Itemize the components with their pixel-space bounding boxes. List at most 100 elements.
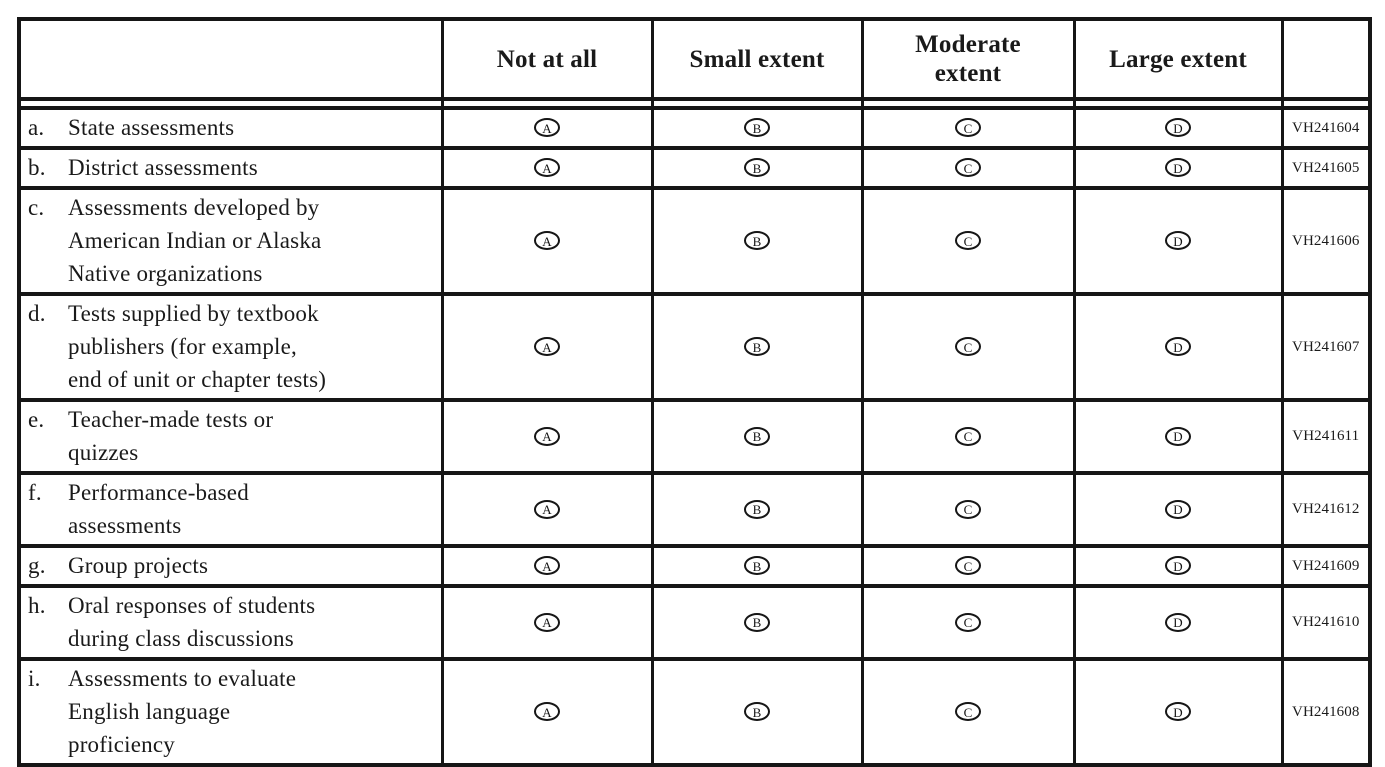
bubble-option-d[interactable]: D [1165,231,1191,251]
row-label: Oral responses of students during class … [68,593,316,651]
option-cell-large-extent: D [1072,657,1284,767]
row-code: VH241604 [1280,106,1372,150]
survey-table: Not at all Small extent Moderate extent … [17,17,1372,767]
table-row-g: g. Group projects A B C D VH241609 [17,544,1372,588]
bubble-option-d[interactable]: D [1165,158,1191,178]
row-label-cell: c. Assessments developed by American Ind… [17,186,444,296]
row-letter: d. [28,301,46,326]
row-label: District assessments [68,155,258,180]
option-cell-moderate-extent: C [860,657,1076,767]
option-cell-large-extent: D [1072,186,1284,296]
row-letter: b. [28,155,46,180]
bubble-option-c[interactable]: C [955,702,981,722]
bubble-option-b[interactable]: B [744,499,770,519]
option-cell-moderate-extent: C [860,584,1076,661]
table-row-i: i. Assessments to evaluate English langu… [17,657,1372,767]
option-cell-not-at-all: A [440,292,654,402]
bubble-option-a[interactable]: A [534,556,560,576]
header-row: Not at all Small extent Moderate extent … [17,17,1372,101]
bubble-option-b[interactable]: B [744,702,770,722]
bubble-option-d[interactable]: D [1165,612,1191,632]
row-label-cell: b. District assessments [17,146,444,190]
bubble-option-a[interactable]: A [534,337,560,357]
row-letter: a. [28,115,45,140]
bubble-option-d[interactable]: D [1165,556,1191,576]
bubble-option-a[interactable]: A [534,702,560,722]
bubble-option-c[interactable]: C [955,337,981,357]
bubble-option-d[interactable]: D [1165,337,1191,357]
option-cell-small-extent: B [650,292,864,402]
bubble-option-b[interactable]: B [744,231,770,251]
bubble-option-a[interactable]: A [534,499,560,519]
bubble-option-b[interactable]: B [744,118,770,138]
bubble-option-c[interactable]: C [955,612,981,632]
option-cell-not-at-all: A [440,657,654,767]
option-cell-small-extent: B [650,584,864,661]
table-row-a: a. State assessments A B C D VH241604 [17,106,1372,150]
row-label-cell: h. Oral responses of students during cla… [17,584,444,661]
row-label: Performance-based assessments [68,480,249,538]
bubble-option-c[interactable]: C [955,118,981,138]
bubble-option-b[interactable]: B [744,337,770,357]
option-cell-not-at-all: A [440,146,654,190]
option-cell-large-extent: D [1072,398,1284,475]
table-row-b: b. District assessments A B C D VH241605 [17,146,1372,190]
column-header-large-extent: Large extent [1072,17,1284,101]
bubble-option-c[interactable]: C [955,426,981,446]
option-cell-large-extent: D [1072,146,1284,190]
row-letter: g. [28,553,46,578]
bubble-option-a[interactable]: A [534,231,560,251]
row-label-cell: d. Tests supplied by textbook publishers… [17,292,444,402]
table-row-f: f. Performance-based assessments A B C D… [17,471,1372,548]
bubble-option-d[interactable]: D [1165,426,1191,446]
row-label-cell: e. Teacher-made tests or quizzes [17,398,444,475]
option-cell-moderate-extent: C [860,186,1076,296]
bubble-option-c[interactable]: C [955,556,981,576]
row-letter: e. [28,407,45,432]
bubble-option-a[interactable]: A [534,118,560,138]
row-label-cell: g. Group projects [17,544,444,588]
column-header-code [1280,17,1372,101]
bubble-option-c[interactable]: C [955,158,981,178]
header-separator-rule [17,98,1372,110]
option-cell-moderate-extent: C [860,544,1076,588]
bubble-option-c[interactable]: C [955,499,981,519]
option-cell-not-at-all: A [440,106,654,150]
option-cell-small-extent: B [650,106,864,150]
bubble-option-b[interactable]: B [744,426,770,446]
bubble-option-a[interactable]: A [534,158,560,178]
bubble-option-b[interactable]: B [744,158,770,178]
row-code: VH241609 [1280,544,1372,588]
row-code: VH241608 [1280,657,1372,767]
row-label: Group projects [68,553,209,578]
bubble-option-a[interactable]: A [534,612,560,632]
column-header-blank [17,17,444,101]
option-cell-not-at-all: A [440,398,654,475]
row-label: State assessments [68,115,235,140]
option-cell-small-extent: B [650,471,864,548]
option-cell-large-extent: D [1072,106,1284,150]
option-cell-large-extent: D [1072,584,1284,661]
option-cell-moderate-extent: C [860,471,1076,548]
column-header-not-at-all: Not at all [440,17,654,101]
row-code: VH241612 [1280,471,1372,548]
bubble-option-c[interactable]: C [955,231,981,251]
option-cell-small-extent: B [650,544,864,588]
row-code: VH241611 [1280,398,1372,475]
column-header-small-extent: Small extent [650,17,864,101]
bubble-option-d[interactable]: D [1165,118,1191,138]
option-cell-moderate-extent: C [860,292,1076,402]
row-label: Teacher-made tests or quizzes [68,407,274,465]
bubble-option-d[interactable]: D [1165,702,1191,722]
bubble-option-b[interactable]: B [744,556,770,576]
bubble-option-b[interactable]: B [744,612,770,632]
bubble-option-a[interactable]: A [534,426,560,446]
option-cell-large-extent: D [1072,471,1284,548]
row-label-cell: f. Performance-based assessments [17,471,444,548]
option-cell-large-extent: D [1072,544,1284,588]
row-code: VH241605 [1280,146,1372,190]
row-letter: f. [28,480,42,505]
bubble-option-d[interactable]: D [1165,499,1191,519]
row-letter: h. [28,593,46,618]
